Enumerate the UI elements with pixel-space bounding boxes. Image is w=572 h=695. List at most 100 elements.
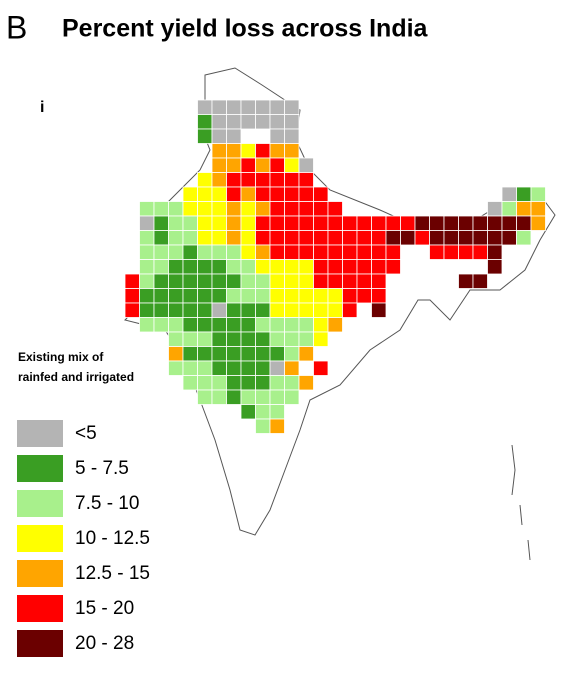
- grid-cell: [269, 215, 285, 231]
- panel-letter: B: [6, 9, 27, 45]
- grid-cell: [182, 360, 198, 376]
- legend-swatch: [17, 420, 63, 447]
- grid-cell: [255, 331, 271, 347]
- grid-cell: [197, 288, 213, 304]
- grid-cell: [211, 99, 227, 115]
- grid-cell: [226, 128, 242, 144]
- grid-cell: [313, 215, 329, 231]
- grid-cell: [269, 317, 285, 333]
- grid-cell: [269, 404, 285, 420]
- grid-cell: [168, 331, 184, 347]
- grid-cell: [153, 230, 169, 246]
- grid-cell: [211, 259, 227, 275]
- grid-cell: [472, 215, 488, 231]
- grid-cell: [139, 259, 155, 275]
- grid-cell: [211, 114, 227, 130]
- grid-cell: [182, 244, 198, 260]
- legend-title: Existing mix of: [18, 350, 104, 364]
- grid-cell: [327, 288, 343, 304]
- grid-cell: [124, 288, 140, 304]
- grid-cell: [255, 302, 271, 318]
- grid-cell: [371, 273, 387, 289]
- grid-cell: [197, 346, 213, 362]
- grid-cell: [269, 331, 285, 347]
- grid-cell: [385, 244, 401, 260]
- grid-cell: [240, 360, 256, 376]
- grid-cell: [487, 259, 503, 275]
- grid-cell: [197, 317, 213, 333]
- legend-swatch: [17, 630, 63, 657]
- grid-cell: [197, 360, 213, 376]
- grid-cell: [255, 244, 271, 260]
- grid-cell: [284, 288, 300, 304]
- grid-cell: [269, 157, 285, 173]
- grid-cell: [284, 186, 300, 202]
- grid-cell: [269, 302, 285, 318]
- grid-cell: [458, 215, 474, 231]
- grid-cell: [313, 302, 329, 318]
- grid-cell: [197, 259, 213, 275]
- grid-cell: [255, 389, 271, 405]
- grid-cell: [269, 99, 285, 115]
- grid-cell: [284, 360, 300, 376]
- grid-cell: [487, 230, 503, 246]
- grid-cell: [269, 259, 285, 275]
- grid-cell: [211, 273, 227, 289]
- grid-cell: [211, 360, 227, 376]
- grid-cell: [197, 273, 213, 289]
- grid-cell: [255, 346, 271, 362]
- grid-cell: [458, 244, 474, 260]
- grid-cell: [342, 273, 358, 289]
- grid-cell: [139, 273, 155, 289]
- grid-cell: [284, 99, 300, 115]
- grid-cell: [255, 99, 271, 115]
- grid-cell: [182, 302, 198, 318]
- grid-cell: [226, 375, 242, 391]
- grid-cell: [327, 230, 343, 246]
- grid-cell: [255, 172, 271, 188]
- grid-cell: [298, 273, 314, 289]
- grid-cell: [530, 201, 546, 217]
- grid-cell: [211, 143, 227, 159]
- grid-cell: [240, 99, 256, 115]
- grid-cell: [516, 186, 532, 202]
- grid-cell: [298, 230, 314, 246]
- grid-cell: [327, 201, 343, 217]
- grid-cell: [269, 360, 285, 376]
- grid-cell: [240, 143, 256, 159]
- grid-cell: [197, 230, 213, 246]
- grid-cell: [255, 273, 271, 289]
- grid-cell: [182, 186, 198, 202]
- grid-cell: [168, 201, 184, 217]
- grid-cell: [139, 215, 155, 231]
- grid-cell: [211, 128, 227, 144]
- grid-cell: [211, 201, 227, 217]
- grid-cell: [240, 172, 256, 188]
- grid-cell: [530, 186, 546, 202]
- grid-cell: [284, 201, 300, 217]
- grid-cell: [298, 259, 314, 275]
- grid-cell: [356, 230, 372, 246]
- grid-cell: [182, 230, 198, 246]
- grid-cell: [226, 360, 242, 376]
- grid-cell: [226, 201, 242, 217]
- grid-cell: [255, 259, 271, 275]
- grid-cell: [197, 375, 213, 391]
- grid-cell: [298, 331, 314, 347]
- grid-cell: [255, 288, 271, 304]
- grid-cell: [298, 302, 314, 318]
- grid-cell: [269, 244, 285, 260]
- grid-cell: [501, 230, 517, 246]
- grid-cell: [400, 215, 416, 231]
- grid-cell: [458, 273, 474, 289]
- grid-cell: [284, 230, 300, 246]
- grid-cell: [197, 244, 213, 260]
- grid-cell: [197, 389, 213, 405]
- grid-cell: [240, 186, 256, 202]
- grid-cell: [255, 143, 271, 159]
- grid-cell: [182, 288, 198, 304]
- grid-cell: [385, 259, 401, 275]
- grid-cell: [226, 157, 242, 173]
- grid-cell: [472, 273, 488, 289]
